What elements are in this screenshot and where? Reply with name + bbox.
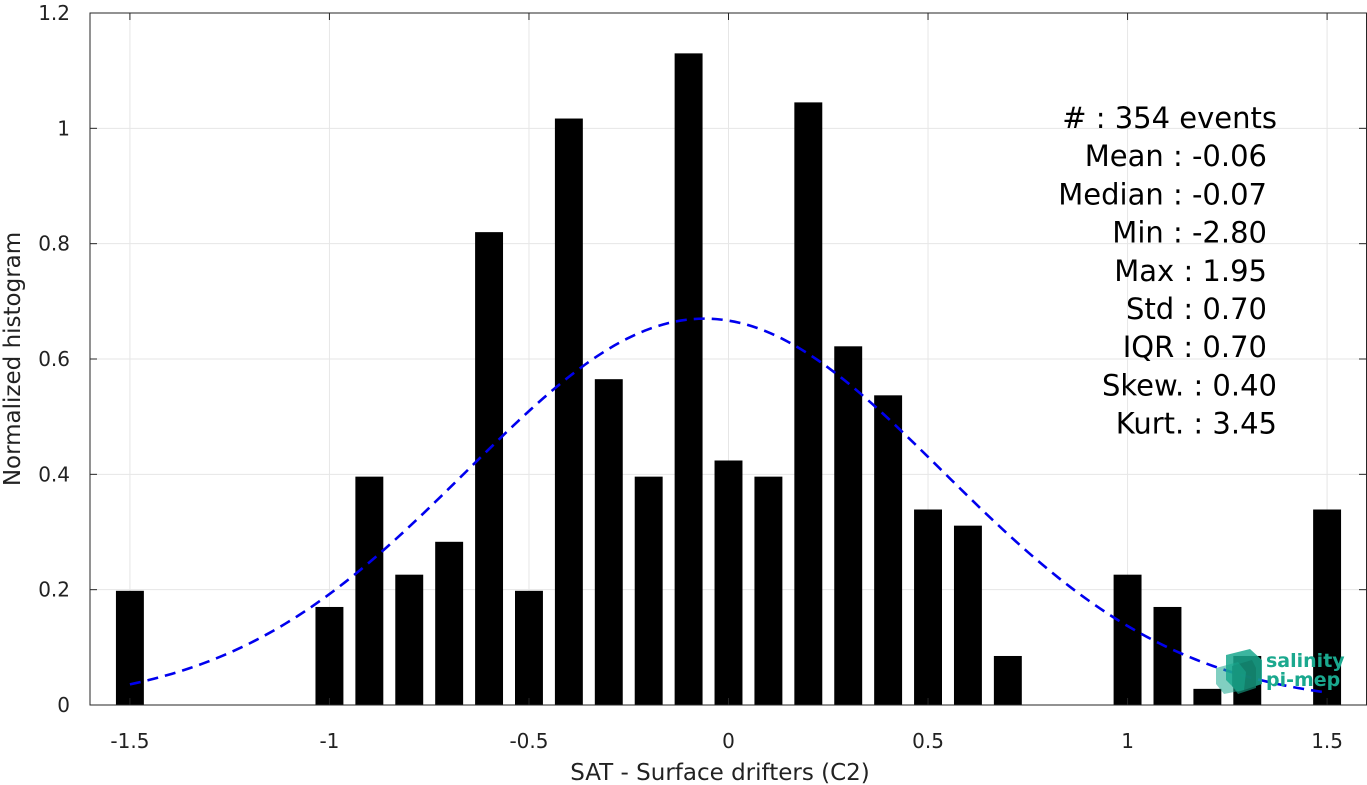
stats-annotation: # : 354 events Mean : -0.06 Median : -0.07… (1058, 101, 1277, 441)
histogram-bar (475, 232, 504, 705)
histogram-bar (515, 590, 543, 705)
histogram-bar (634, 476, 663, 705)
stats-line: Std : 0.70 (1126, 292, 1267, 326)
logo-cube-icon (1216, 649, 1262, 694)
histogram-bar (554, 118, 583, 705)
histogram-bar (794, 102, 823, 706)
stats-line: Mean : -0.06 (1085, 139, 1267, 173)
x-tick-label: -1 (319, 729, 339, 753)
logo-line1: salinity (1266, 650, 1345, 672)
histogram-bar (1153, 606, 1182, 705)
x-tick-label: -0.5 (509, 729, 548, 753)
x-tick-labels: -1.5 -1 -0.5 0 0.5 1 1.5 (110, 729, 1343, 753)
stats-line: Max : 1.95 (1114, 254, 1267, 288)
histogram-bar (315, 606, 344, 705)
histogram-bar (1313, 509, 1342, 705)
histogram-bar (1193, 688, 1222, 705)
y-tick-label: 0 (57, 693, 70, 717)
gaussian-fit-curve (129, 317, 1328, 694)
y-axis-label: Normalized histogram (0, 232, 26, 486)
y-tick-labels: 0 0.2 0.4 0.6 0.8 1 1.2 (38, 1, 70, 717)
x-tick-label: 0 (722, 729, 735, 753)
histogram-bar (674, 53, 703, 706)
salinity-pimep-logo: salinity pi-mep (1216, 649, 1345, 694)
histogram-bar (914, 509, 942, 705)
stats-line: # : 354 events (1062, 101, 1277, 135)
x-axis-label: SAT - Surface drifters (C2) (570, 760, 870, 785)
histogram-bar (834, 346, 863, 705)
histogram-bar (435, 541, 464, 705)
stats-line: Min : -2.80 (1112, 216, 1267, 250)
histogram-bars (115, 53, 1342, 706)
x-tick-label: 0.5 (912, 729, 944, 753)
y-tick-label: 0.6 (38, 347, 70, 371)
histogram-bar (993, 655, 1022, 705)
stats-line: Median : -0.07 (1058, 177, 1267, 211)
x-tick-label: 1.5 (1311, 729, 1343, 753)
histogram-bar (115, 590, 144, 705)
y-tick-label: 1 (57, 116, 70, 140)
stats-line: Kurt. : 3.45 (1116, 407, 1277, 441)
stats-line: Skew. : 0.40 (1102, 368, 1277, 402)
histogram-bar (395, 574, 424, 705)
histogram-bar (874, 395, 903, 705)
logo-line2: pi-mep (1266, 669, 1340, 691)
stats-line: IQR : 0.70 (1123, 330, 1267, 364)
histogram-bar (754, 476, 783, 705)
histogram-bar (594, 379, 623, 705)
histogram-bar (714, 460, 743, 705)
axis-ticks (90, 12, 1366, 706)
histogram-bar (355, 476, 384, 705)
x-tick-label: -1.5 (110, 729, 149, 753)
y-tick-label: 1.2 (38, 1, 70, 25)
histogram-bar (1113, 574, 1142, 705)
y-tick-label: 0.8 (38, 232, 70, 256)
y-tick-label: 0.2 (38, 578, 70, 602)
histogram-bar (953, 525, 982, 705)
x-tick-label: 1 (1121, 729, 1134, 753)
y-tick-label: 0.4 (38, 462, 70, 486)
